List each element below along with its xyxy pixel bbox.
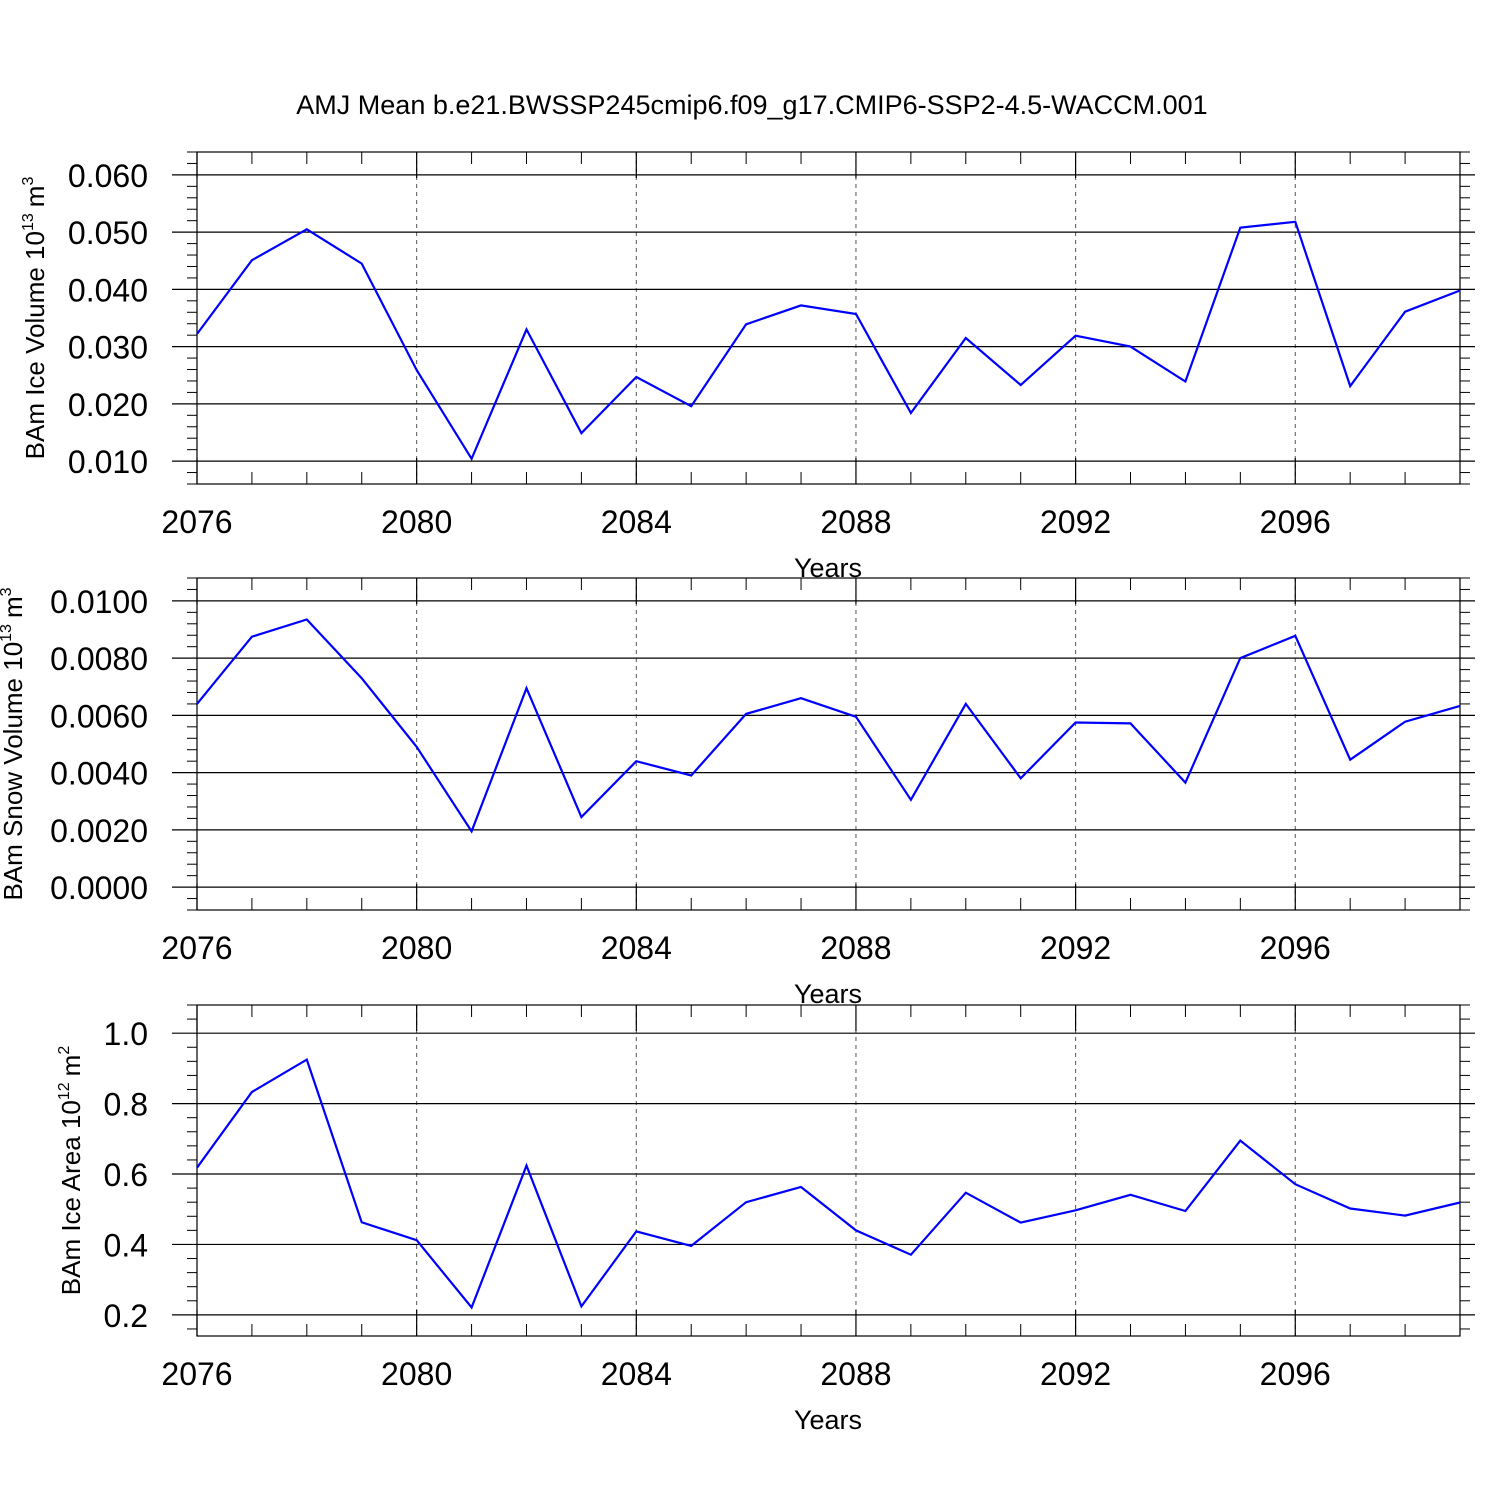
y-tick-label: 0.0040 <box>50 756 148 792</box>
y-tick-label: 0.050 <box>68 215 148 251</box>
series-line <box>196 618 1461 834</box>
series-line <box>196 1057 1461 1310</box>
x-tick-label: 2076 <box>161 504 232 540</box>
x-tick-label: 2088 <box>820 1356 891 1392</box>
y-axis-label-unit-exponent: 3 <box>0 587 15 596</box>
x-tick-label: 2096 <box>1260 1356 1331 1392</box>
y-tick-label: 0.0080 <box>50 641 148 677</box>
panel-ice-area: 0.2 0.4 0.6 0.8 1.0 2076 2080 2084 2088 2092 2096 Y… <box>56 1004 1475 1435</box>
x-tick-label: 2084 <box>601 1356 672 1392</box>
y-axis-label-unit: m <box>20 186 50 208</box>
y-tick-label: 0.0000 <box>50 870 148 906</box>
y-tick-label: 0.0100 <box>50 584 148 620</box>
y-tick-label: 0.0060 <box>50 698 148 734</box>
x-tick-label: 2084 <box>601 504 672 540</box>
x-tick-label: 2080 <box>381 1356 452 1392</box>
y-tick-label: 0.060 <box>68 158 148 194</box>
y-axis-label: BAm Ice Volume 1013 m3 <box>20 177 50 460</box>
y-axis-label: BAm Ice Area 1012 m2 <box>56 1046 86 1296</box>
y-axis-label-unit: m <box>56 1055 86 1077</box>
x-tick-label: 2084 <box>601 930 672 966</box>
series-line <box>196 220 1461 462</box>
panel-ice-volume: 0.010 0.020 0.030 0.040 0.050 0.060 2076 2080 20… <box>20 151 1475 583</box>
x-tick-label: 2080 <box>381 504 452 540</box>
y-tick-label: 0.2 <box>104 1298 148 1334</box>
panel-snow-volume: 0.0000 0.0020 0.0040 0.0060 0.0080 0.0100 2076… <box>0 577 1475 1009</box>
x-axis-label: Years <box>794 1405 862 1435</box>
x-tick-label: 2076 <box>161 930 232 966</box>
x-axis-label: Years <box>794 979 862 1009</box>
y-axis-label-unit-exponent: 3 <box>20 177 37 186</box>
x-tick-label: 2088 <box>820 504 891 540</box>
y-tick-label: 1.0 <box>104 1016 148 1052</box>
x-tick-label: 2096 <box>1260 504 1331 540</box>
y-axis-label-exponent: 13 <box>0 624 15 642</box>
y-axis-label-main: BAm Ice Area 10 <box>56 1100 86 1295</box>
y-axis-label-exponent: 12 <box>56 1082 73 1100</box>
y-tick-label: 0.030 <box>68 330 148 366</box>
y-tick-label: 0.010 <box>68 444 148 480</box>
x-tick-label: 2092 <box>1040 930 1111 966</box>
y-tick-label: 0.4 <box>104 1227 148 1263</box>
y-tick-label: 0.6 <box>104 1157 148 1193</box>
figure-title: AMJ Mean b.e21.BWSSP245cmip6.f09_g17.CMI… <box>296 90 1207 120</box>
y-axis-label-exponent: 13 <box>20 213 37 231</box>
y-axis-label-unit-exponent: 2 <box>56 1046 73 1055</box>
y-axis-label-main: BAm Ice Volume 10 <box>20 231 50 459</box>
x-tick-label: 2080 <box>381 930 452 966</box>
y-tick-label: 0.0020 <box>50 813 148 849</box>
x-tick-label: 2088 <box>820 930 891 966</box>
x-tick-label: 2092 <box>1040 504 1111 540</box>
x-tick-label: 2096 <box>1260 930 1331 966</box>
y-tick-label: 0.8 <box>104 1087 148 1123</box>
y-axis-label-main: BAm Snow Volume 10 <box>0 642 28 901</box>
y-tick-label: 0.040 <box>68 272 148 308</box>
x-tick-label: 2076 <box>161 1356 232 1392</box>
y-axis-label-unit: m <box>0 596 28 618</box>
y-tick-label: 0.020 <box>68 387 148 423</box>
plot-frame <box>196 1004 1461 1337</box>
y-axis-label: BAm Snow Volume 1013 m3 <box>0 587 28 900</box>
x-tick-label: 2092 <box>1040 1356 1111 1392</box>
plot-frame <box>196 151 1461 485</box>
plot-frame <box>196 577 1461 911</box>
